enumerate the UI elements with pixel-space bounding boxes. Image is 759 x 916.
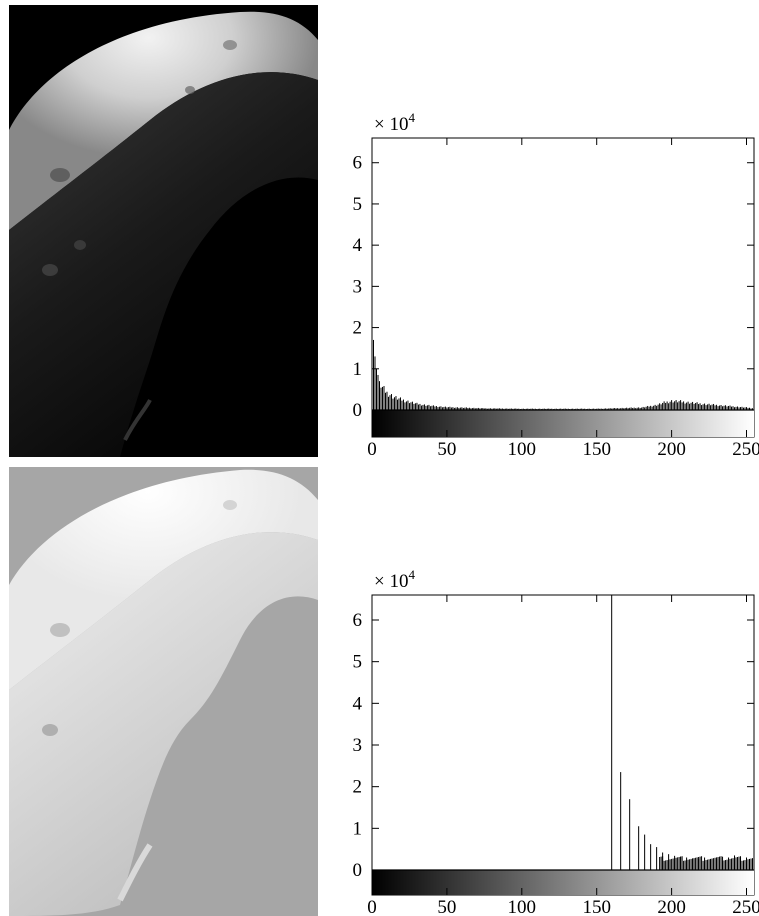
y-multiplier-label: × 104	[374, 567, 415, 592]
y-tick-label: 4	[353, 693, 363, 714]
y-tick-label: 1	[353, 359, 363, 380]
y-tick-label: 3	[353, 276, 363, 297]
x-tick-label: 100	[508, 897, 537, 916]
y-tick-label: 6	[353, 610, 363, 631]
x-tick-label: 200	[657, 439, 686, 460]
moon-image-equalized	[9, 467, 318, 916]
histogram-original: 0 1 2 3 4 5 6 0 50 100 150 200 250 × 104	[353, 110, 759, 460]
x-tick-label: 50	[437, 897, 456, 916]
grayscale-bar	[372, 410, 754, 437]
x-tick-label: 200	[657, 897, 686, 916]
y-tick-label: 5	[353, 652, 363, 673]
y-tick-label: 3	[353, 735, 363, 756]
x-tick-label: 250	[732, 439, 759, 460]
y-tick-label: 4	[353, 235, 363, 256]
x-tick-label: 0	[367, 897, 377, 916]
plot-frame	[371, 594, 755, 896]
y-tick-label: 0	[353, 860, 363, 881]
x-tick-label: 250	[732, 897, 759, 916]
y-multiplier-label: × 104	[374, 110, 415, 135]
y-tick-label: 0	[353, 400, 363, 421]
histogram-equalized: 0 1 2 3 4 5 6 0 50 100 150 200 250 × 104	[353, 567, 759, 916]
y-tick-label: 6	[353, 153, 363, 174]
y-multiplier-exponent: 4	[408, 567, 415, 582]
y-tick-label: 2	[353, 318, 363, 339]
x-tick-label: 150	[582, 439, 611, 460]
y-tick-label: 2	[353, 777, 363, 798]
grayscale-bar	[372, 870, 754, 895]
x-tick-label: 0	[367, 439, 377, 460]
y-multiplier-exponent: 4	[408, 110, 415, 125]
x-tick-label: 100	[508, 439, 537, 460]
y-tick-label: 1	[353, 818, 363, 839]
x-tick-label: 150	[582, 897, 611, 916]
plot-frame	[371, 137, 755, 438]
x-tick-label: 50	[437, 439, 456, 460]
y-tick-label: 5	[353, 194, 363, 215]
moon-image-original	[9, 5, 318, 457]
